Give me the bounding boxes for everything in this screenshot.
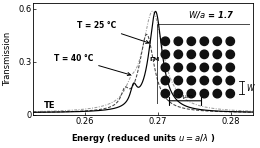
- Text: T = 40 °C: T = 40 °C: [54, 54, 131, 75]
- Text: $W$/$a$ = 1.7: $W$/$a$ = 1.7: [188, 9, 235, 20]
- Y-axis label: Transmission: Transmission: [3, 32, 12, 86]
- X-axis label: Energy (reduced units $u = a$/$\lambda$ ): Energy (reduced units $u = a$/$\lambda$ …: [71, 132, 215, 145]
- Text: T = 25 °C: T = 25 °C: [77, 21, 149, 43]
- Text: TE: TE: [44, 102, 56, 110]
